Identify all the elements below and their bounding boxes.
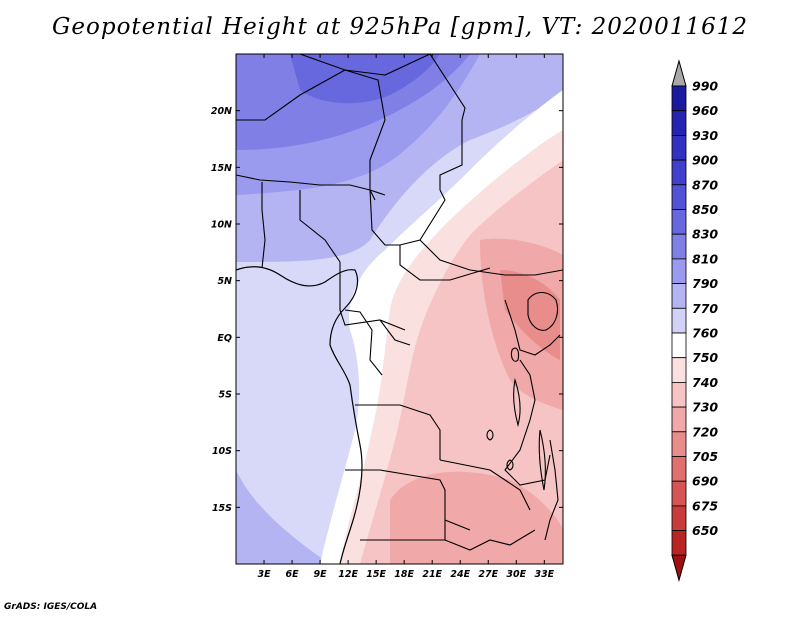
colorbar-label: 790 — [692, 276, 718, 291]
colorbar-label: 990 — [692, 79, 718, 94]
lon-tick-label: 18E — [394, 569, 414, 580]
lon-tick-label: 15E — [366, 569, 386, 580]
colorbar-segment — [671, 431, 687, 457]
colorbar-label: 750 — [692, 350, 718, 365]
colorbar-segment — [671, 159, 687, 186]
colorbar-label: 740 — [692, 375, 718, 390]
colorbar-label: 650 — [692, 523, 718, 538]
colorbar-label: 810 — [692, 251, 718, 266]
lat-tick-label: EQ — [217, 333, 232, 344]
colorbar-label: 705 — [692, 449, 718, 464]
colorbar-label: 760 — [692, 326, 718, 341]
colorbar-label: 675 — [692, 498, 718, 513]
colorbar-label: 770 — [692, 301, 718, 316]
lat-tick-label: 10S — [212, 446, 232, 457]
colorbar-segment — [671, 456, 687, 482]
colorbar-label: 690 — [692, 474, 718, 489]
lat-tick-label: 15N — [211, 163, 232, 174]
lon-tick-label: 12E — [338, 569, 358, 580]
lon-axis: 3E 6E 9E 12E 15E 18E 21E 24E 27E 30E 33E — [257, 54, 555, 580]
lat-tick-label: 5N — [217, 276, 232, 287]
colorbar-label: 730 — [692, 400, 718, 415]
country-borders — [236, 54, 563, 551]
colorbar-label: 900 — [692, 153, 718, 168]
colorbar-segment — [671, 381, 687, 408]
colorbar-segment — [671, 307, 687, 334]
colorbar-segment — [671, 184, 687, 210]
map-title: Geopotential Height at 925hPa [gpm], VT:… — [52, 14, 748, 40]
colorbar-label: 930 — [692, 128, 718, 143]
colorbar-bottom-arrow — [671, 554, 687, 583]
lat-tick-label: 20N — [211, 106, 232, 117]
lon-tick-label: 24E — [450, 569, 470, 580]
colorbar-segment — [671, 209, 687, 235]
lon-tick-label: 27E — [478, 569, 498, 580]
coastline — [236, 266, 363, 564]
colorbar-segment — [671, 233, 687, 260]
colorbar-segment — [671, 283, 687, 309]
lat-tick-label: 10N — [211, 220, 232, 231]
colorbar-segment — [671, 110, 687, 136]
plot-frame — [235, 53, 564, 565]
colorbar-label: 960 — [692, 103, 718, 118]
colorbar-label: 850 — [692, 202, 718, 217]
lon-tick-label: 6E — [286, 569, 300, 580]
colorbar-label: 830 — [692, 227, 718, 242]
great-lakes — [486, 291, 559, 491]
colorbar-segment — [671, 480, 687, 507]
colorbar-segment — [671, 357, 687, 383]
colorbar-label: 870 — [692, 177, 718, 192]
credit-label: GrADS: IGES/COLA — [4, 602, 98, 612]
lon-tick-label: 9E — [314, 569, 328, 580]
lon-tick-label: 21E — [422, 569, 442, 580]
colorbar-segment — [671, 258, 687, 284]
lon-tick-label: 33E — [534, 569, 554, 580]
colorbar-segment — [671, 530, 687, 556]
lat-axis: 20N 15N 10N 5N EQ 5S 10S 15S — [211, 106, 563, 514]
colorbar-segment — [671, 332, 687, 359]
lon-tick-label: 3E — [257, 569, 271, 580]
colorbar-segment — [671, 134, 687, 161]
colorbar-segment — [671, 505, 687, 531]
lat-tick-label: 5S — [219, 390, 233, 401]
colorbar-top-arrow — [671, 59, 687, 87]
lon-tick-label: 30E — [506, 569, 526, 580]
colorbar-segment — [671, 85, 687, 112]
colorbar-segment — [671, 406, 687, 433]
colorbar-label: 720 — [692, 424, 718, 439]
lat-tick-label: 15S — [212, 503, 232, 514]
